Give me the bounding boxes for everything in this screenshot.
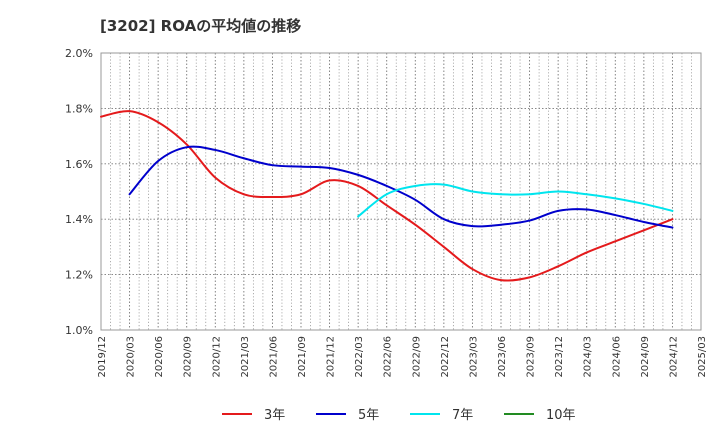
x-tick-label: 2024/09: [640, 336, 651, 378]
legend-label: 3年: [264, 408, 285, 423]
x-tick-label: 2022/12: [440, 336, 451, 378]
series-lines: [100, 110, 674, 282]
x-tick-label: 2020/06: [154, 336, 165, 378]
x-tick-label: 2024/03: [583, 336, 594, 378]
y-tick-label: 1.0%: [65, 324, 93, 337]
x-tick-label: 2021/09: [297, 336, 308, 378]
legend-label: 7年: [452, 408, 473, 423]
series-line-1: [128, 145, 674, 229]
x-tick-label: 2023/03: [468, 336, 479, 378]
y-tick-label: 1.4%: [65, 213, 93, 226]
y-tick-label: 1.8%: [65, 102, 93, 115]
x-tick-label: 2023/12: [554, 336, 565, 378]
x-tick-label: 2025/03: [697, 336, 708, 378]
legend-label: 10年: [546, 408, 576, 423]
series-line-2: [357, 183, 674, 218]
x-tick-label: 2022/09: [411, 336, 422, 378]
x-tick-label: 2022/06: [383, 336, 394, 378]
x-tick-label: 2023/09: [526, 336, 537, 378]
x-tick-label: 2020/12: [211, 336, 222, 378]
x-tick-label: 2023/06: [497, 336, 508, 378]
y-tick-label: 1.2%: [65, 269, 93, 282]
x-tick-label: 2021/03: [240, 336, 251, 378]
x-tick-label: 2021/12: [326, 336, 337, 378]
x-axis-ticks: 2019/12 2020/03 2020/06 2020/09 2020/12 2021/…: [97, 336, 708, 378]
legend: 3年 5年 7年 10年: [222, 408, 576, 423]
x-tick-label: 2019/12: [97, 336, 108, 378]
x-tick-label: 2020/09: [183, 336, 194, 378]
plot-border: [100, 52, 702, 331]
y-tick-label: 1.6%: [65, 158, 93, 171]
x-tick-label: 2024/06: [611, 336, 622, 378]
x-tick-label: 2022/03: [354, 336, 365, 378]
y-axis-ticks: 1.0% 1.2% 1.4% 1.6% 1.8% 2.0%: [65, 47, 93, 337]
series-line-0: [100, 110, 674, 282]
x-tick-label: 2020/03: [126, 336, 137, 378]
chart-title: [3202] ROAの平均値の推移: [100, 17, 301, 35]
legend-label: 5年: [358, 408, 379, 423]
y-tick-label: 2.0%: [65, 47, 93, 60]
x-tick-label: 2021/06: [268, 336, 279, 378]
x-tick-label: 2024/12: [668, 336, 679, 378]
